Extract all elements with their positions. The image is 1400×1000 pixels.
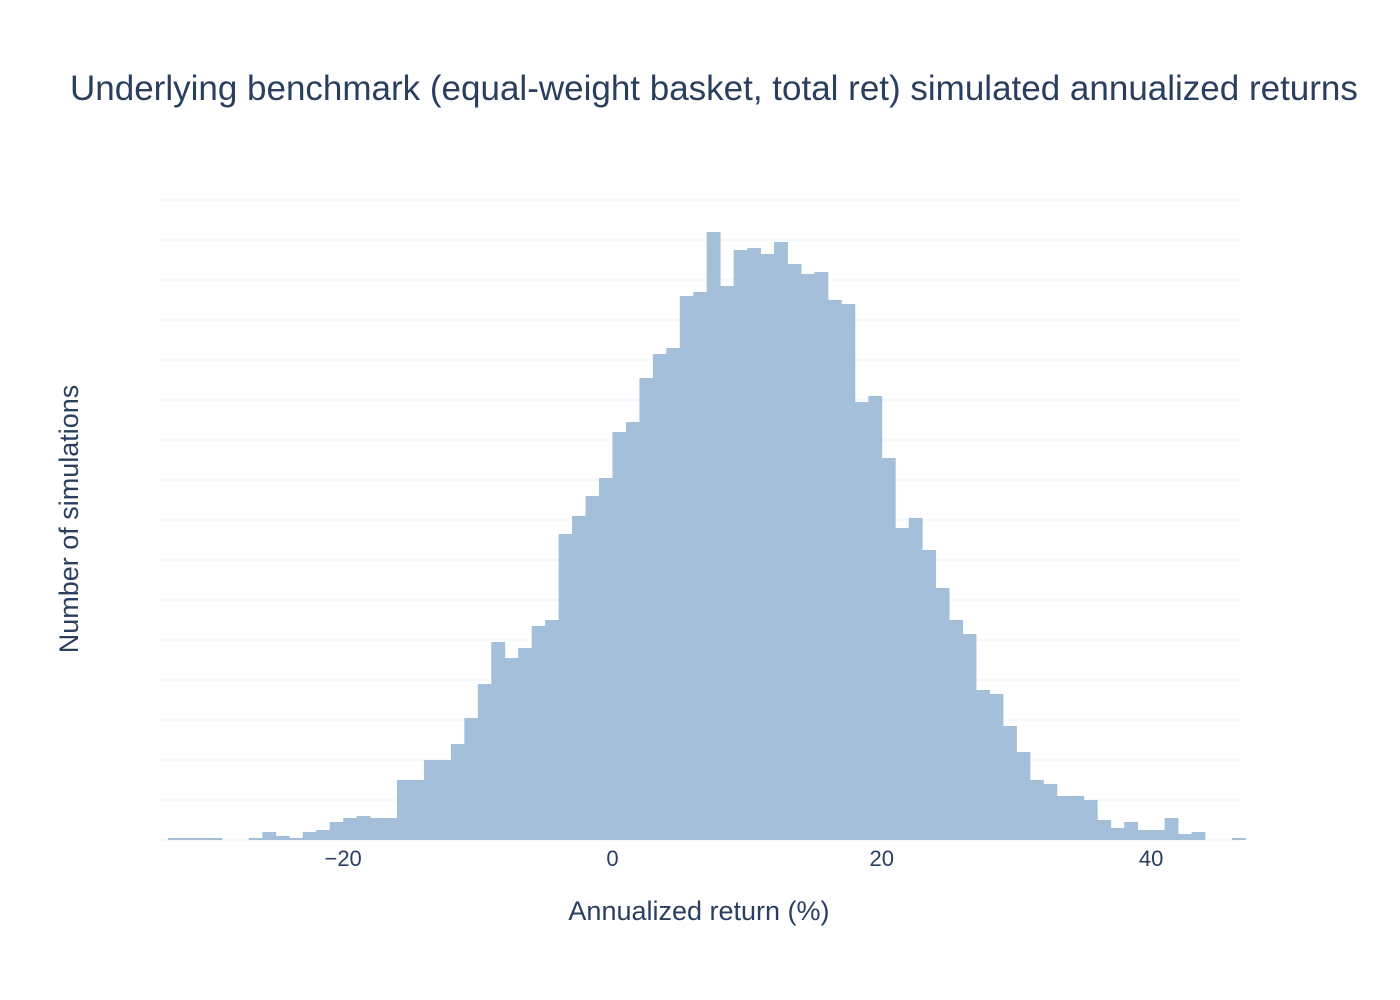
histogram-bar bbox=[518, 648, 533, 840]
histogram-bar bbox=[1056, 796, 1071, 840]
histogram-bar bbox=[720, 286, 735, 840]
histogram-bar bbox=[558, 534, 573, 840]
histogram-bar bbox=[1124, 822, 1139, 840]
histogram-bar bbox=[1191, 832, 1206, 840]
histogram-bar bbox=[370, 818, 384, 840]
histogram-bar bbox=[302, 832, 317, 840]
histogram-bar bbox=[949, 620, 963, 840]
histogram-bar bbox=[976, 690, 990, 840]
histogram-bar bbox=[827, 300, 842, 840]
histogram-bar bbox=[1231, 838, 1246, 840]
histogram-bar bbox=[599, 478, 613, 840]
histogram-bar bbox=[545, 620, 560, 840]
histogram-bar bbox=[854, 402, 869, 840]
histogram-bar bbox=[477, 684, 492, 840]
histogram-bar bbox=[585, 496, 600, 840]
histogram-bar bbox=[814, 272, 829, 840]
histogram-bar bbox=[1070, 796, 1085, 840]
histogram-bar bbox=[383, 818, 398, 840]
histogram-bar bbox=[639, 378, 654, 840]
histogram-bar bbox=[693, 292, 708, 840]
histogram-bar bbox=[437, 760, 452, 840]
histogram-bar bbox=[868, 396, 883, 840]
histogram-bar bbox=[423, 760, 438, 840]
histogram-bar bbox=[181, 838, 196, 840]
histogram-bar bbox=[356, 816, 371, 840]
histogram-bar bbox=[1097, 820, 1112, 840]
histogram-bar bbox=[841, 304, 856, 840]
histogram-bar bbox=[195, 838, 209, 840]
histogram-bar bbox=[935, 588, 950, 840]
histogram-bar bbox=[787, 264, 802, 840]
histogram-bar bbox=[733, 250, 748, 840]
histogram-bar bbox=[1151, 830, 1165, 840]
histogram-bar bbox=[774, 242, 788, 840]
histogram-bar bbox=[410, 780, 425, 840]
histogram-bar bbox=[760, 254, 775, 840]
histogram-bar bbox=[504, 658, 519, 840]
x-tick-label: −20 bbox=[324, 846, 361, 871]
histogram-bar bbox=[706, 232, 721, 840]
histogram-bar bbox=[895, 528, 910, 840]
histogram-bar bbox=[666, 348, 681, 840]
histogram-bar bbox=[531, 626, 546, 840]
histogram-bar bbox=[275, 836, 290, 840]
x-tick-label: 20 bbox=[870, 846, 894, 871]
histogram-bar bbox=[922, 550, 937, 840]
histogram-bar bbox=[881, 458, 896, 840]
histogram-bar bbox=[612, 432, 627, 840]
histogram-bar bbox=[1016, 752, 1031, 840]
histogram-bar bbox=[262, 832, 277, 840]
histogram-bar bbox=[329, 822, 344, 840]
histogram-bar bbox=[397, 780, 411, 840]
histogram-bar bbox=[989, 694, 1004, 840]
histogram-bar bbox=[1002, 726, 1017, 840]
x-axis-title: Annualized return (%) bbox=[568, 896, 829, 926]
histogram-bar bbox=[343, 818, 358, 840]
histogram-bar bbox=[572, 516, 586, 840]
histogram-bar bbox=[1164, 818, 1179, 840]
x-tick-label: 0 bbox=[606, 846, 618, 871]
histogram-bar bbox=[747, 248, 761, 840]
histogram-bar bbox=[450, 744, 465, 840]
histogram-bar bbox=[679, 296, 694, 840]
histogram-bar bbox=[464, 718, 479, 840]
histogram-bar bbox=[962, 634, 977, 840]
histogram-bar bbox=[625, 422, 640, 840]
histogram-bar bbox=[491, 642, 506, 840]
histogram-bar bbox=[289, 838, 304, 840]
x-axis-ticks: −20 0 20 40 bbox=[324, 846, 1163, 871]
histogram-bar bbox=[908, 518, 923, 840]
histogram-bar bbox=[168, 838, 182, 840]
histogram-bars bbox=[168, 232, 1246, 840]
histogram-bar bbox=[800, 274, 815, 840]
histogram-bar bbox=[1178, 834, 1192, 840]
histogram-bar bbox=[652, 354, 667, 840]
histogram-bar bbox=[1110, 828, 1125, 840]
histogram-bar bbox=[248, 838, 263, 840]
chart-title: Underlying benchmark (equal-weight baske… bbox=[70, 69, 1358, 108]
histogram-bar bbox=[1043, 784, 1058, 840]
histogram-bar bbox=[1083, 800, 1098, 840]
histogram-bar bbox=[1137, 830, 1152, 840]
histogram-bar bbox=[316, 830, 331, 840]
histogram-bar bbox=[1029, 780, 1044, 840]
y-axis-title: Number of simulations bbox=[54, 385, 84, 654]
x-tick-label: 40 bbox=[1139, 846, 1163, 871]
histogram-bar bbox=[208, 838, 223, 840]
